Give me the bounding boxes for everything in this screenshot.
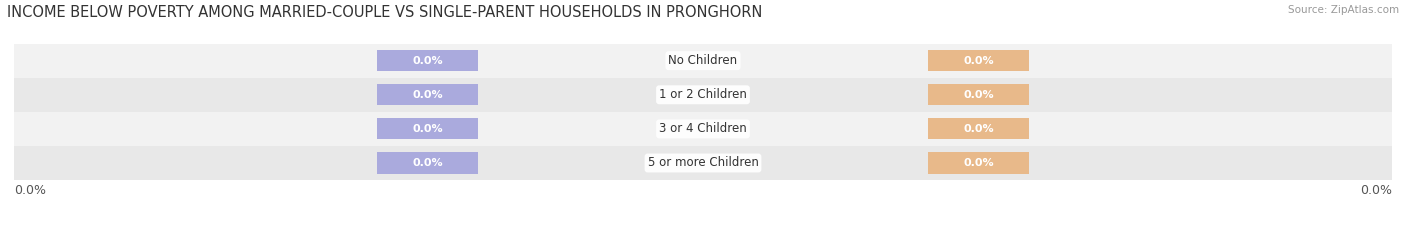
Bar (0, 112, 1406, 146)
Bar (377, 118, 478, 140)
Text: 0.0%: 0.0% (963, 90, 994, 100)
Text: 0.0%: 0.0% (963, 158, 994, 168)
Bar (928, 152, 1029, 174)
Bar (0, 78, 1406, 112)
Text: 0.0%: 0.0% (963, 124, 994, 134)
Text: 0.0%: 0.0% (412, 90, 443, 100)
Bar (377, 152, 478, 174)
Text: 0.0%: 0.0% (963, 56, 994, 66)
Text: 0.0%: 0.0% (14, 184, 46, 197)
Bar (377, 84, 478, 105)
Bar (928, 84, 1029, 105)
Bar (928, 50, 1029, 71)
Text: 3 or 4 Children: 3 or 4 Children (659, 122, 747, 135)
Text: 0.0%: 0.0% (412, 56, 443, 66)
Text: Source: ZipAtlas.com: Source: ZipAtlas.com (1288, 5, 1399, 15)
Bar (377, 50, 478, 71)
Text: 0.0%: 0.0% (412, 124, 443, 134)
Bar (0, 44, 1406, 78)
Text: 0.0%: 0.0% (412, 158, 443, 168)
Bar (928, 118, 1029, 140)
Text: 1 or 2 Children: 1 or 2 Children (659, 88, 747, 101)
Text: 0.0%: 0.0% (1360, 184, 1392, 197)
Text: 5 or more Children: 5 or more Children (648, 157, 758, 169)
Text: INCOME BELOW POVERTY AMONG MARRIED-COUPLE VS SINGLE-PARENT HOUSEHOLDS IN PRONGHO: INCOME BELOW POVERTY AMONG MARRIED-COUPL… (7, 5, 762, 20)
Bar (0, 146, 1406, 180)
Text: No Children: No Children (668, 54, 738, 67)
